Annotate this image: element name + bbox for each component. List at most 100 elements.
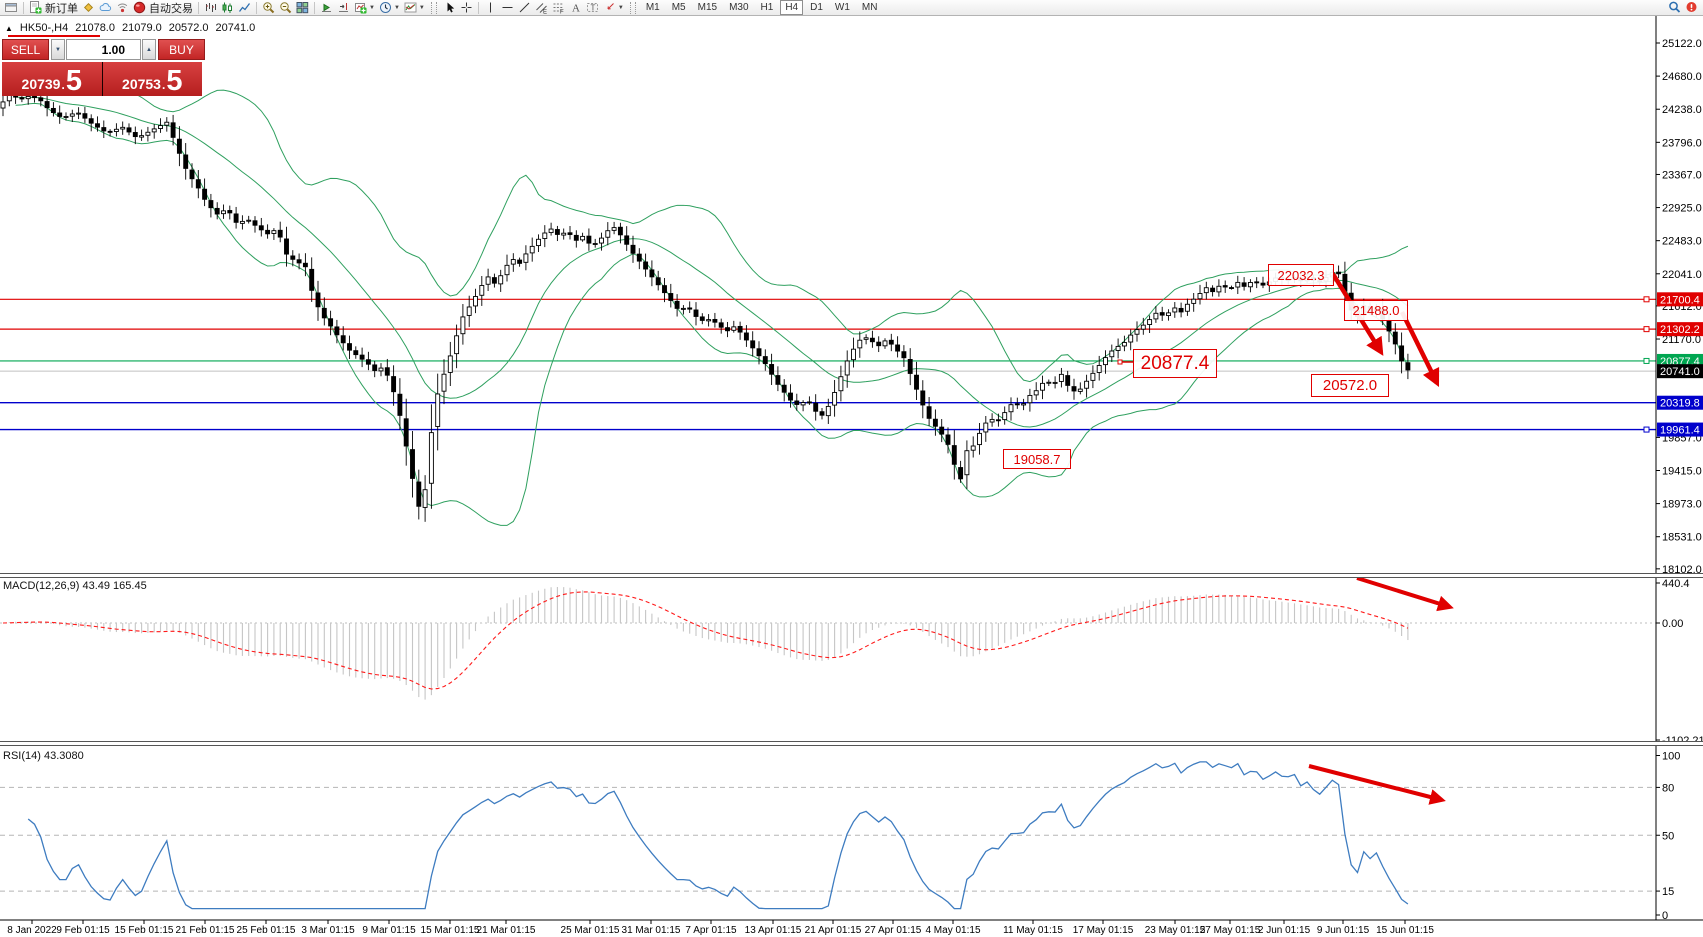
timeframe-h1[interactable]: H1 bbox=[760, 2, 774, 13]
timeframe-m1[interactable]: M1 bbox=[645, 2, 660, 13]
auto-trading-button[interactable]: 自动交易 bbox=[131, 0, 195, 15]
price-annotation[interactable]: 19058.7 bbox=[1003, 449, 1071, 469]
price-chip bbox=[1657, 292, 1703, 307]
chart-shift-button[interactable] bbox=[335, 0, 352, 15]
price-annotation[interactable]: 21488.0 bbox=[1344, 300, 1408, 321]
time-axis-label: 9 Feb 01:15 bbox=[56, 925, 110, 936]
zoom-in-icon bbox=[263, 2, 275, 14]
price-chip-label: 21302.2 bbox=[1660, 324, 1700, 336]
panel-separator[interactable] bbox=[0, 741, 1703, 746]
time-axis-label: 23 May 01:15 bbox=[1145, 925, 1206, 936]
volume-increase-button[interactable]: ▲ bbox=[142, 39, 156, 60]
indicators-button[interactable]: ▼ bbox=[402, 0, 427, 15]
shapes-icon bbox=[607, 3, 614, 10]
auto-trading-icon bbox=[133, 1, 146, 14]
timeframe-h4[interactable]: H4 bbox=[780, 0, 804, 15]
rsi-layer bbox=[0, 761, 1656, 910]
timeframe-m15[interactable]: M15 bbox=[697, 2, 718, 13]
price-tick-label: 18531.0 bbox=[1662, 532, 1702, 544]
bar-chart-button[interactable] bbox=[202, 0, 219, 15]
timeframe-m5[interactable]: M5 bbox=[671, 2, 686, 13]
trend-arrow[interactable] bbox=[1308, 764, 1446, 805]
sell-button[interactable]: SELL bbox=[2, 39, 49, 60]
auto-trading-button-label: 自动交易 bbox=[149, 2, 193, 15]
hline-icon bbox=[502, 7, 513, 8]
timeframe-m30[interactable]: M30 bbox=[729, 2, 749, 13]
volume-input[interactable] bbox=[66, 39, 141, 60]
time-axis-label: 9 Jun 01:15 bbox=[1317, 925, 1370, 936]
zoom-in-button[interactable] bbox=[260, 0, 277, 15]
timeframe-mn[interactable]: MN bbox=[861, 2, 878, 13]
zoom-out-button[interactable] bbox=[277, 0, 294, 15]
buy-price[interactable]: 20753. 5 bbox=[102, 62, 202, 98]
channel-button[interactable]: E bbox=[533, 0, 550, 15]
time-axis-label: 25 Feb 01:15 bbox=[237, 925, 296, 936]
tile-windows-button[interactable] bbox=[294, 0, 311, 15]
price-tick-label: 24238.0 bbox=[1662, 104, 1702, 116]
line-handle[interactable] bbox=[1643, 326, 1650, 333]
buy-button[interactable]: BUY bbox=[158, 39, 205, 60]
trendline-button[interactable] bbox=[516, 0, 533, 15]
trend-arrow[interactable] bbox=[1356, 576, 1454, 612]
text-button[interactable]: A bbox=[567, 0, 584, 15]
time-axis-label: 31 Mar 01:15 bbox=[622, 925, 681, 936]
vline-icon bbox=[489, 2, 491, 13]
price-annotation[interactable]: 20877.4 bbox=[1133, 349, 1217, 378]
trend-arrow[interactable] bbox=[1399, 311, 1440, 388]
vline-button[interactable] bbox=[482, 0, 499, 15]
axis-layer: 25122.0 24680.0 24238.0 23796.0 23367.0 22925… bbox=[0, 16, 1703, 936]
auto-scroll-button[interactable] bbox=[318, 0, 335, 15]
label-button[interactable]: T bbox=[584, 0, 601, 15]
ohlc-close: 20741.0 bbox=[215, 22, 256, 34]
time-axis-label: 15 Feb 01:15 bbox=[115, 925, 174, 936]
price-tick-label: 21170.0 bbox=[1662, 334, 1701, 346]
time-axis-label: 9 Mar 01:15 bbox=[362, 925, 416, 936]
price-chip bbox=[1657, 422, 1703, 437]
volume-decrease-button[interactable]: ▼ bbox=[51, 39, 65, 60]
line-handle[interactable] bbox=[1643, 296, 1650, 303]
one-click-trading-panel: SELL ▼ ▲ BUY 20739.5 20753.5 bbox=[2, 39, 205, 98]
time-axis-label: 15 Mar 01:15 bbox=[421, 925, 480, 936]
shapes-button[interactable]: ▼ bbox=[601, 0, 626, 15]
line-chart-button[interactable] bbox=[236, 0, 253, 15]
notification-button[interactable] bbox=[1683, 0, 1700, 15]
collapse-icon[interactable]: ▲ bbox=[5, 23, 13, 33]
search-button[interactable] bbox=[1666, 0, 1683, 15]
buy-price-big-digit: 5 bbox=[166, 65, 183, 98]
hline-button[interactable] bbox=[499, 0, 516, 15]
timeframe-w1[interactable]: W1 bbox=[834, 2, 850, 13]
fibo-button[interactable]: F bbox=[550, 0, 567, 15]
signal-button[interactable] bbox=[114, 0, 131, 15]
clock-button[interactable]: ▼ bbox=[377, 0, 402, 15]
price-annotation[interactable]: 22032.3 bbox=[1268, 264, 1334, 286]
price-tick-label: 23796.0 bbox=[1662, 137, 1702, 149]
new-chart-button[interactable]: ▼ bbox=[352, 0, 377, 15]
timeframe-d1[interactable]: D1 bbox=[810, 2, 823, 13]
sell-price[interactable]: 20739. 5 bbox=[2, 62, 102, 96]
line-handle[interactable] bbox=[1643, 426, 1650, 433]
time-axis-label: 25 Mar 01:15 bbox=[561, 925, 620, 936]
time-axis-label: 3 Mar 01:15 bbox=[301, 925, 355, 936]
arrows-layer bbox=[1117, 272, 1454, 805]
svg-text:E: E bbox=[543, 10, 547, 15]
new-order-button[interactable]: 新订单 bbox=[27, 0, 80, 15]
cloud-button[interactable] bbox=[97, 0, 114, 15]
time-axis-label: 21 Feb 01:15 bbox=[176, 925, 235, 936]
quotes-button[interactable] bbox=[80, 0, 97, 15]
diamond-icon bbox=[83, 2, 94, 13]
macd-indicator-label: MACD(12,26,9) 43.49 165.45 bbox=[3, 580, 147, 592]
window-button[interactable] bbox=[3, 0, 20, 15]
candles-layer bbox=[0, 86, 1411, 522]
search-icon bbox=[1669, 1, 1681, 13]
crosshair-button[interactable] bbox=[458, 0, 475, 15]
panel-separator[interactable] bbox=[0, 573, 1703, 578]
cursor-button[interactable] bbox=[441, 0, 458, 15]
candle-chart-button[interactable] bbox=[219, 0, 236, 15]
rsi-axis-label: 100 bbox=[1662, 751, 1680, 763]
chevron-down-icon: ▼ bbox=[617, 4, 624, 11]
time-axis-label: 2 Jun 01:15 bbox=[1258, 925, 1311, 936]
price-chip-label: 20319.8 bbox=[1660, 398, 1700, 410]
price-annotation[interactable]: 20572.0 bbox=[1311, 374, 1389, 397]
line-handle[interactable] bbox=[1643, 357, 1650, 364]
